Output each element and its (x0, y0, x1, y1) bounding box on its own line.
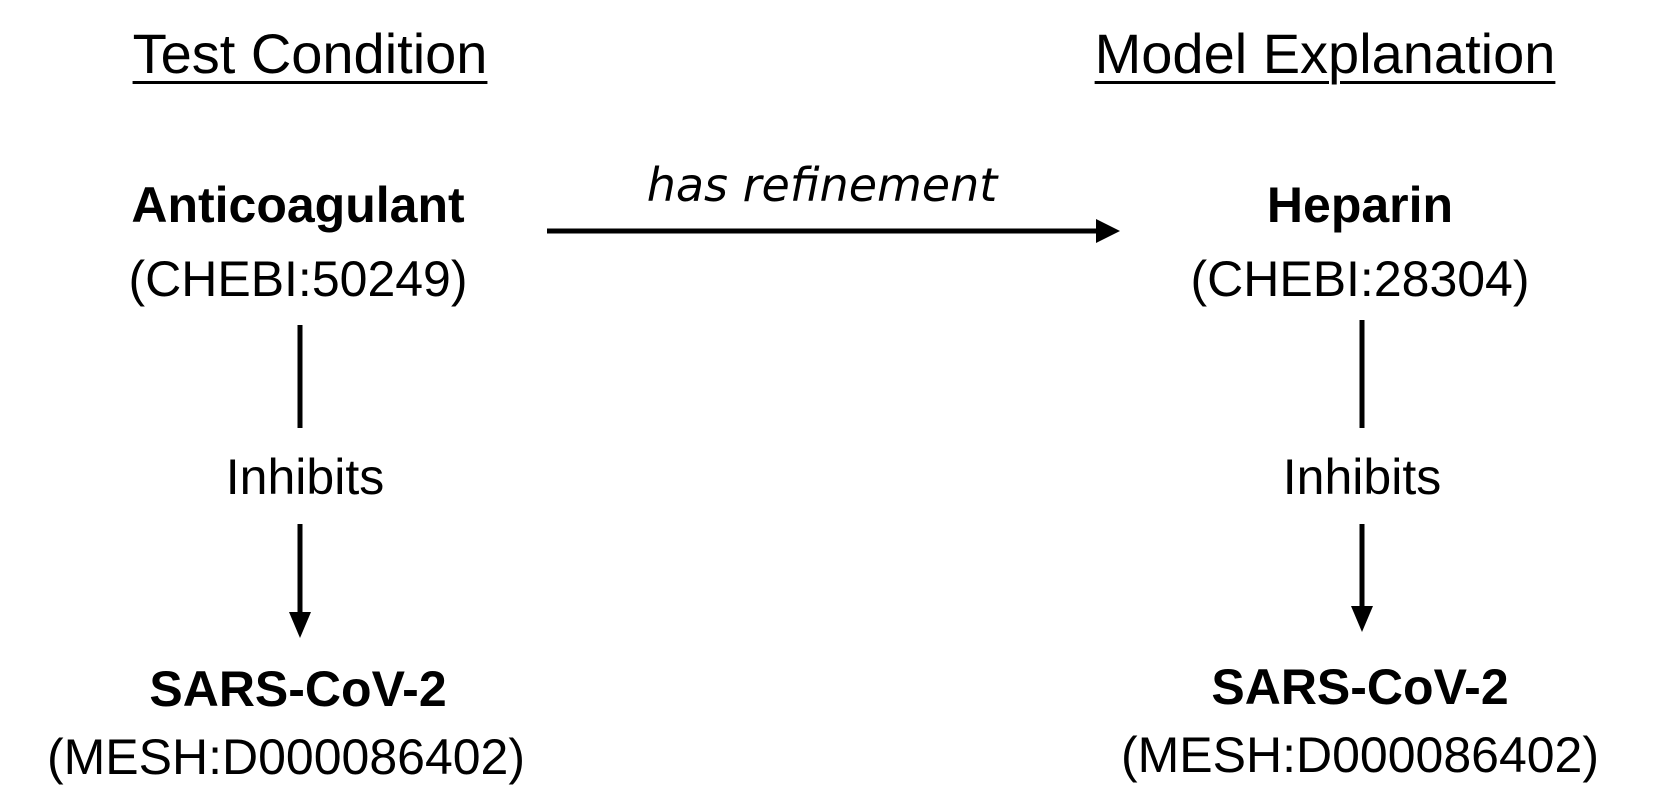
left-arrowhead (289, 612, 311, 638)
left-object-name: SARS-CoV-2 (149, 661, 447, 717)
refinement-edge-label: has refinement (646, 158, 998, 212)
right-relation-label: Inhibits (1282, 449, 1442, 505)
left-relation-label: Inhibits (225, 449, 385, 505)
right-arrowhead (1351, 606, 1373, 632)
left-subject-name: Anticoagulant (131, 177, 465, 233)
right-column-heading: Model Explanation (1094, 22, 1556, 85)
right-object-id: (MESH:D000086402) (1120, 727, 1600, 783)
refinement-arrowhead (1096, 219, 1120, 243)
right-subject-id: (CHEBI:28304) (1190, 251, 1530, 307)
left-subject-id: (CHEBI:50249) (128, 251, 468, 307)
right-subject-name: Heparin (1266, 177, 1454, 233)
right-object-name: SARS-CoV-2 (1211, 659, 1509, 715)
left-column-heading: Test Condition (132, 22, 488, 85)
left-object-id: (MESH:D000086402) (46, 729, 526, 785)
